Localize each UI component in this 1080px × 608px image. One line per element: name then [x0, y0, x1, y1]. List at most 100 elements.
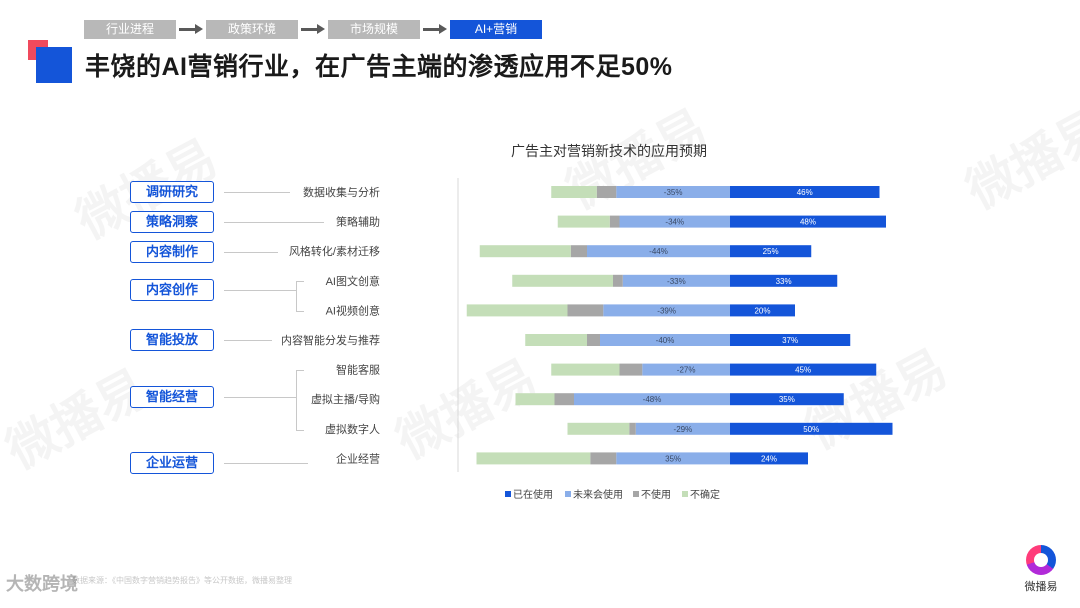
- category-box-content-production: 内容制作: [130, 241, 214, 263]
- connector-line: [224, 192, 290, 193]
- brand-logo: 微播易: [1018, 545, 1064, 599]
- bar-segment: [635, 422, 730, 435]
- bar-segment: [642, 363, 730, 376]
- bar-segment: [730, 422, 893, 435]
- category-label: 企业经营: [336, 451, 380, 465]
- bar-segment: [590, 452, 617, 465]
- bracket-line: [296, 311, 304, 312]
- bar-segment: [515, 393, 555, 406]
- title-square-icon: [28, 40, 74, 84]
- category-label: 风格转化/素材迁移: [289, 244, 380, 258]
- bar-segment: [479, 245, 571, 258]
- bracket-line: [296, 281, 297, 311]
- breadcrumb-step-policy[interactable]: 政策环境: [206, 19, 298, 39]
- legend-swatch: [682, 491, 688, 497]
- bar-segment: [613, 274, 623, 287]
- bar-segment: [730, 215, 886, 228]
- bar-segment: [574, 393, 730, 406]
- bracket-line: [296, 430, 304, 431]
- data-label: 46%: [797, 188, 813, 197]
- legend-label: 不使用: [641, 488, 671, 501]
- data-label: 20%: [754, 306, 770, 315]
- connector-line: [224, 222, 324, 223]
- bar-segment: [587, 334, 600, 346]
- data-label: 50%: [803, 425, 819, 434]
- arrow-right-icon: [420, 20, 450, 39]
- data-label: 25%: [763, 247, 779, 256]
- category-label: 虚拟主播/导购: [311, 392, 380, 406]
- data-label: 24%: [761, 454, 777, 463]
- category-box-strategy: 策略洞察: [130, 211, 214, 233]
- bar-segment: [616, 186, 730, 198]
- bar-segment: [603, 304, 730, 317]
- data-label: 48%: [800, 218, 816, 227]
- bar-segment: [730, 334, 851, 346]
- bar-segment: [622, 274, 730, 287]
- bar-segment: [730, 363, 877, 376]
- bar-segment: [466, 304, 568, 317]
- bar-segment: [730, 245, 812, 258]
- category-box-smart-operation: 智能经营: [130, 386, 214, 408]
- brand-name: 微播易: [1024, 581, 1058, 593]
- category-box-research: 调研研究: [130, 181, 214, 203]
- category-box-enterprise: 企业运营: [130, 452, 214, 474]
- legend-swatch: [633, 491, 639, 497]
- category-box-content-creation: 内容创作: [130, 279, 214, 301]
- bar-segment: [476, 452, 591, 465]
- data-label: -34%: [665, 218, 684, 227]
- bar-segment: [587, 245, 730, 258]
- data-label: -40%: [656, 336, 675, 345]
- arrow-right-icon: [176, 20, 206, 39]
- data-label: -39%: [657, 306, 676, 315]
- bracket-line: [296, 281, 304, 282]
- data-label: -44%: [649, 247, 668, 256]
- data-label: -48%: [643, 395, 662, 404]
- connector-line: [224, 463, 308, 464]
- corner-watermark: 大数跨境: [6, 574, 78, 594]
- legend-swatch: [505, 491, 511, 497]
- legend-label: 不确定: [690, 488, 720, 501]
- data-label: -33%: [667, 277, 686, 286]
- data-label: 33%: [776, 277, 792, 286]
- legend-label: 未来会使用: [573, 488, 623, 501]
- bar-segment: [512, 274, 613, 287]
- source-note: 数据来源：《中国数字营销趋势报告》等公开数据，微播易整理: [72, 576, 292, 585]
- category-label: 虚拟数字人: [325, 422, 380, 436]
- data-label: 35%: [665, 454, 681, 463]
- category-label: AI视频创意: [326, 303, 380, 317]
- data-label: 35%: [779, 395, 795, 404]
- breadcrumb-step-market[interactable]: 市场规模: [328, 19, 420, 39]
- bar-segment: [554, 393, 574, 406]
- category-label: 智能客服: [336, 363, 380, 377]
- breadcrumb-step-industry[interactable]: 行业进程: [84, 19, 176, 39]
- bar-segment: [629, 422, 636, 435]
- page-title: 丰饶的AI营销行业，在广告主端的渗透应用不足50%: [85, 53, 673, 81]
- bar-segment: [730, 274, 838, 287]
- category-label: 内容智能分发与推荐: [281, 333, 380, 347]
- bar-segment: [730, 186, 880, 198]
- category-label: 数据收集与分析: [303, 185, 380, 199]
- connector-line: [224, 290, 296, 291]
- bar-segment: [616, 452, 730, 465]
- legend-label: 已在使用: [513, 488, 553, 501]
- bracket-line: [296, 370, 304, 371]
- bar-segment: [600, 334, 730, 346]
- bar-segment: [730, 452, 808, 465]
- bar-segment: [567, 422, 630, 435]
- bar-segment: [730, 304, 795, 317]
- data-label: -29%: [674, 425, 693, 434]
- bar-segment: [525, 334, 587, 346]
- bar-segment: [596, 186, 617, 198]
- category-label: AI图文创意: [326, 274, 380, 288]
- bar-segment: [557, 215, 610, 228]
- data-label: -35%: [664, 188, 683, 197]
- bracket-line: [296, 370, 297, 430]
- connector-line: [224, 397, 296, 398]
- category-box-smart-delivery: 智能投放: [130, 329, 214, 351]
- connector-line: [224, 340, 272, 341]
- brand-logo-icon: [1026, 545, 1056, 575]
- category-label: 策略辅助: [336, 215, 380, 229]
- breadcrumb-step-ai-marketing[interactable]: AI+营销: [450, 19, 542, 39]
- breadcrumb: 行业进程 政策环境 市场规模 AI+营销: [84, 18, 542, 40]
